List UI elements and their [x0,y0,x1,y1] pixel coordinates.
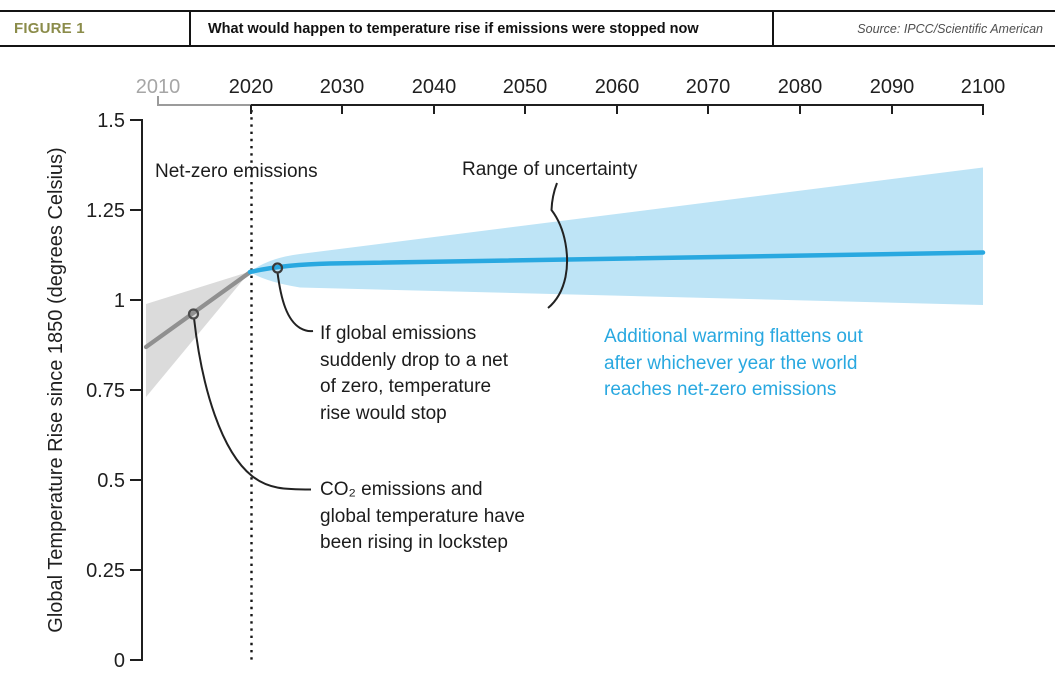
x-axis-labels: 2010 2020 2030 2040 2050 2060 2070 2080 … [136,76,1006,98]
y-tick-0-25: 0.25 [86,560,125,582]
net-zero-label-text: Net-zero emissions [155,161,318,182]
x-axis-ticks [250,105,893,114]
projection-line [247,250,986,275]
if-global-line-3: of zero, temperature [320,376,492,397]
leader-if-global [276,272,314,333]
x-axis-line [251,104,984,115]
projection-point-marker [271,262,284,274]
y-axis-ticks [130,209,142,571]
x-tick-2060: 2060 [595,76,640,98]
y-axis-title: Global Temperature Rise since 1850 (degr… [45,147,67,632]
y-tick-1-5: 1.5 [97,110,125,132]
co2-annotation: CO₂ emissions and global temperature hav… [320,477,525,557]
x-tick-2080: 2080 [778,76,823,98]
co2-line-2: global temperature have [320,505,525,527]
co2-line-3: been rising in lockstep [320,532,508,553]
historical-point-marker [187,308,200,320]
if-global-line-1: If global emissions [320,323,477,344]
range-label-text: Range of uncertainty [462,159,638,180]
projection-uncertainty-band [250,167,983,305]
y-tick-1: 1 [114,290,125,312]
historical-line [143,269,254,350]
flatten-line-1: Additional warming flattens out [604,326,863,347]
flatten-annotation: Additional warming flattens out after wh… [604,324,863,404]
range-brace [547,182,569,309]
y-tick-1-25: 1.25 [86,200,125,222]
x-tick-2090: 2090 [870,76,915,98]
figure-header: FIGURE 1 What would happen to temperatur… [0,10,1055,47]
y-tick-0-75: 0.75 [86,380,125,402]
leader-co2 [193,317,312,491]
figure-label: FIGURE 1 [14,20,85,37]
flatten-line-2: after whichever year the world [604,352,858,374]
x-axis-gray-segment [157,96,251,106]
flatten-line-3: reaches net-zero emissions [604,379,837,400]
if-global-line-4: rise would stop [320,402,447,424]
figure-title: What would happen to temperature rise if… [189,12,774,45]
figure-source: Source: IPCC/Scientific American [857,21,1043,36]
historical-uncertainty-band [146,271,250,397]
y-tick-0: 0 [114,650,125,672]
co2-line-1: CO₂ emissions and [320,479,483,500]
x-tick-2070: 2070 [686,76,731,98]
y-tick-0-5: 0.5 [97,470,125,492]
x-tick-2100: 2100 [961,76,1006,98]
net-zero-label: Net-zero emissions [155,161,318,183]
x-tick-2010: 2010 [136,76,181,98]
range-of-uncertainty-label: Range of uncertainty [462,159,637,181]
if-global-line-2: suddenly drop to a net [320,349,509,371]
if-global-annotation: If global emissions suddenly drop to a n… [320,321,508,427]
x-tick-2050: 2050 [503,76,548,98]
y-axis-labels: 1.5 1.25 1 0.75 0.5 0.25 0 [86,110,125,672]
x-tick-2030: 2030 [320,76,365,98]
x-tick-2020: 2020 [229,76,274,98]
x-tick-2040: 2040 [412,76,457,98]
